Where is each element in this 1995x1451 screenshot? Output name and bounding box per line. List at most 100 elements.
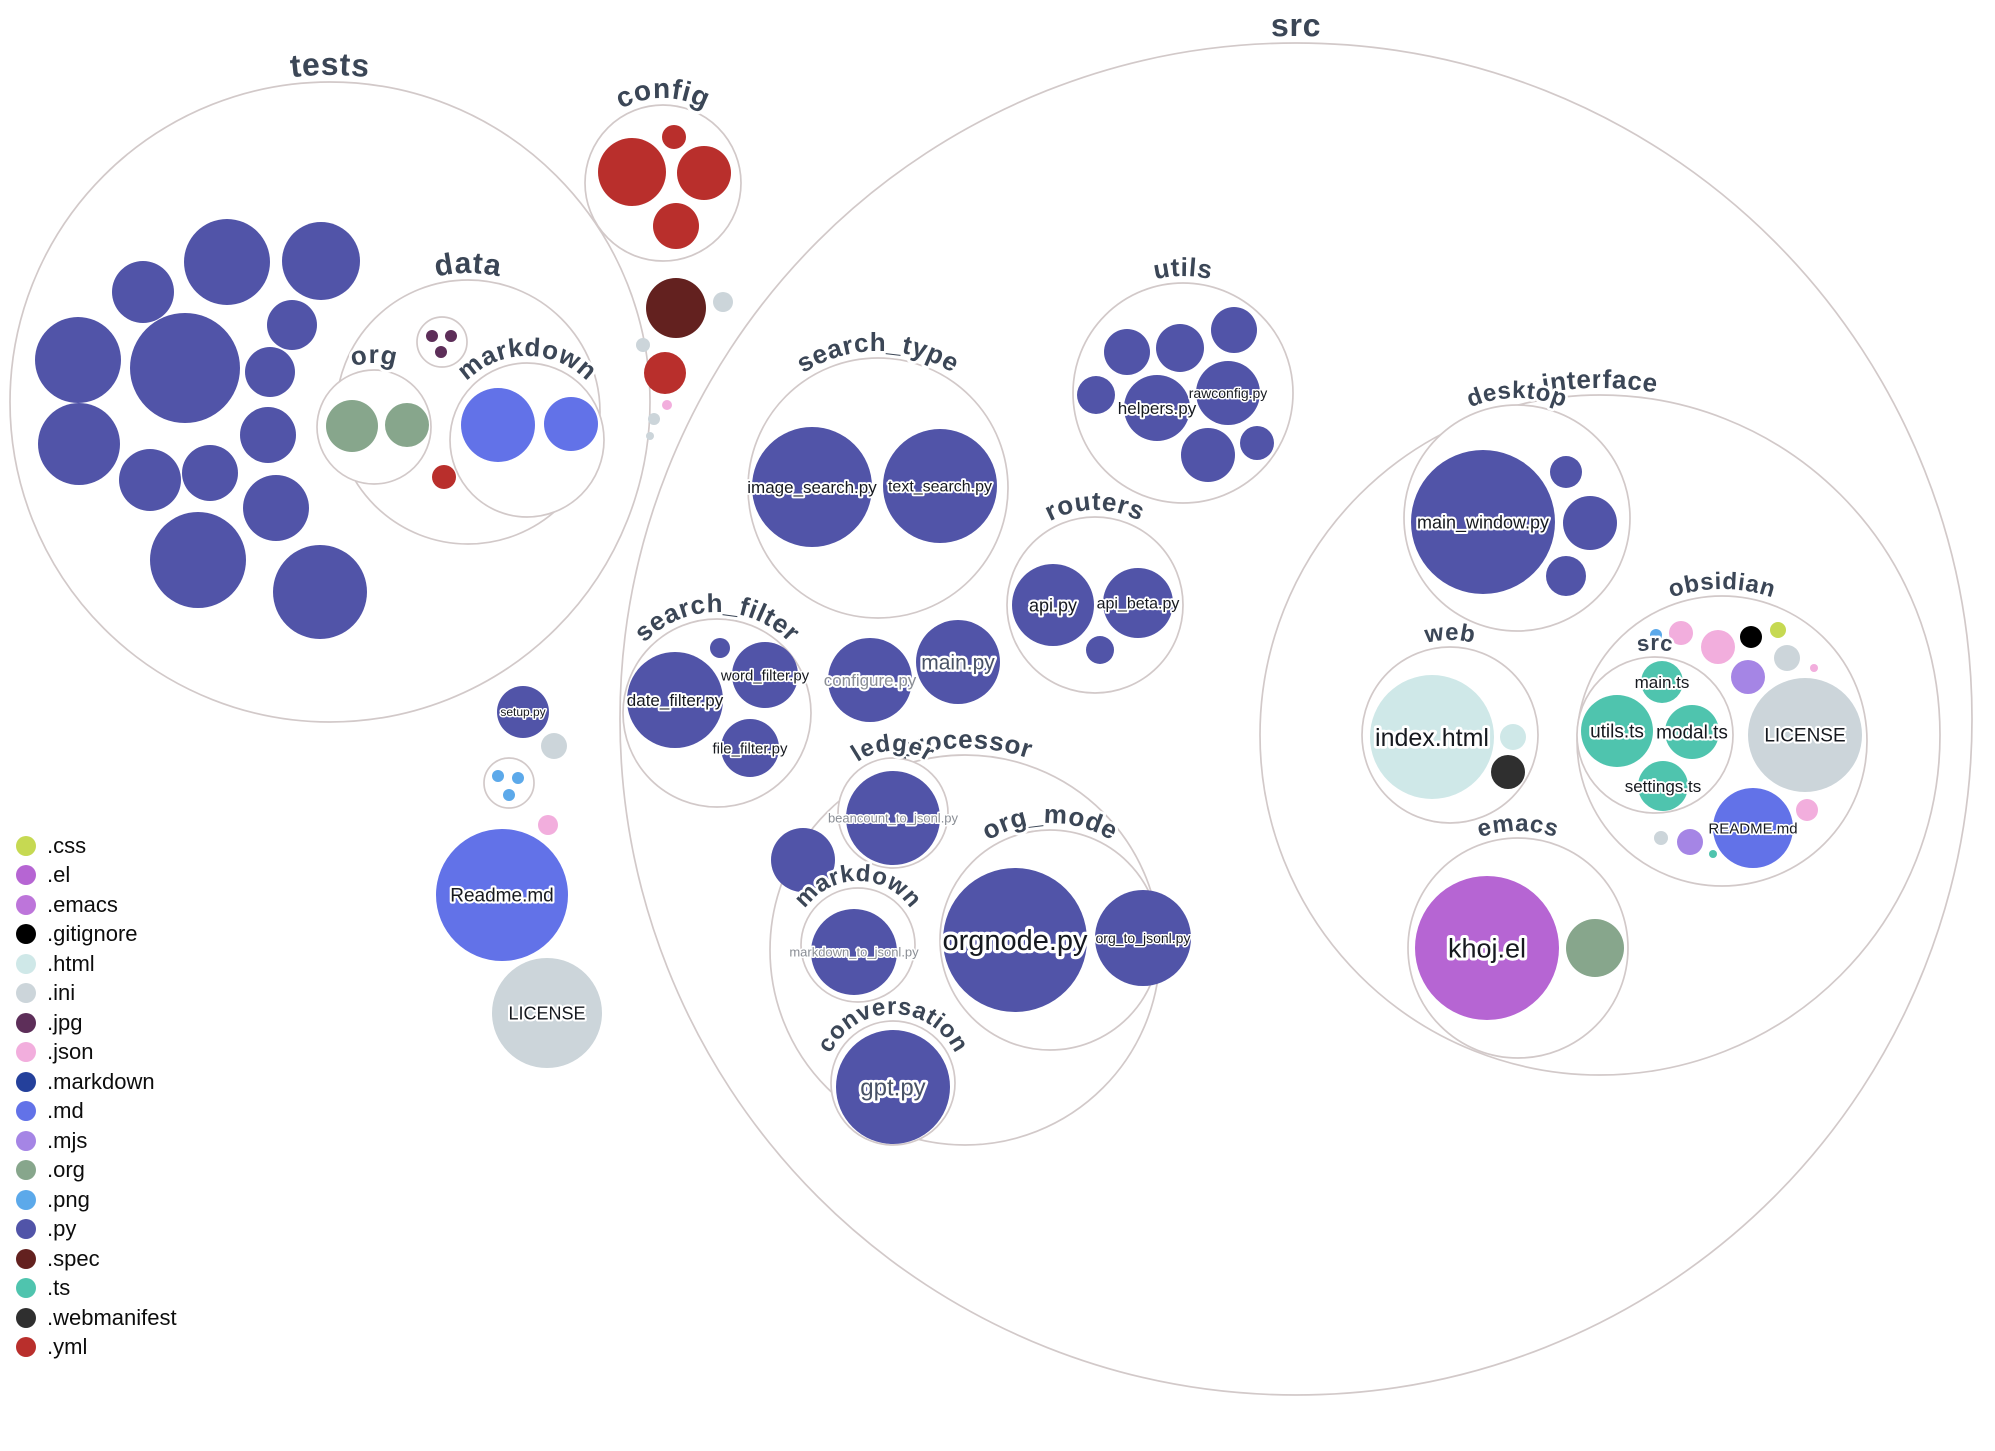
file-label: khoj.el	[1448, 933, 1526, 963]
legend-item: .yml	[16, 1333, 177, 1363]
file-py-file	[1181, 428, 1235, 482]
directory-label-text: utils	[1148, 249, 1218, 288]
legend-item: .spec	[16, 1244, 177, 1274]
legend-dot-markdown	[16, 1071, 36, 1092]
file-circle	[710, 638, 730, 658]
file-circle	[1748, 678, 1862, 792]
file-circle	[436, 829, 568, 961]
file-circle	[1566, 919, 1624, 977]
file-py-file	[1546, 556, 1586, 596]
file-json-file	[538, 815, 558, 835]
file-label: rawconfig.py	[1189, 385, 1268, 401]
file-circle	[461, 388, 535, 462]
file-word-filter-py: word_filter.py	[718, 642, 811, 708]
legend-dot-ts	[16, 1278, 36, 1299]
file-py-file	[267, 300, 317, 350]
file-circle	[836, 1030, 950, 1144]
file-circle	[1546, 556, 1586, 596]
file-circle	[1181, 428, 1235, 482]
file-utils-ts: utils.ts	[1581, 695, 1653, 767]
legend-dot-py	[16, 1219, 36, 1240]
file-circle	[1638, 761, 1688, 811]
file-org-file	[326, 400, 378, 452]
file-yml-file	[432, 465, 456, 489]
file-py-file	[182, 445, 238, 501]
legend-label: .ts	[47, 1275, 71, 1301]
file-circle	[883, 429, 997, 543]
file-circle	[653, 203, 699, 249]
legend-item: .css	[16, 831, 177, 861]
directory-label: utils	[1151, 252, 1215, 285]
file-circle	[646, 278, 706, 338]
file-helpers-py: helpers.py	[1116, 375, 1199, 441]
file-circle	[1411, 450, 1555, 594]
directory-label: src	[1270, 7, 1321, 43]
file-circle	[636, 338, 650, 352]
legend-item: .webmanifest	[16, 1303, 177, 1333]
file-configure-py: configure.py	[822, 638, 919, 722]
file-py-file	[1086, 636, 1114, 664]
legend-item: .json	[16, 1038, 177, 1068]
file-png-file	[1650, 629, 1662, 641]
file-py-file	[1550, 456, 1582, 488]
file-circle	[282, 222, 360, 300]
legend-label: .markdown	[47, 1068, 155, 1094]
legend-dot-html	[16, 953, 36, 974]
legend-dot-png	[16, 1189, 36, 1210]
file-json-file	[1796, 799, 1818, 821]
legend-dot-gitignore	[16, 924, 36, 945]
file-label: main.py	[921, 651, 995, 674]
file-py-file	[35, 317, 121, 403]
file-circle	[35, 317, 121, 403]
file-ini-file	[541, 733, 567, 759]
file-label: README.md	[1708, 820, 1797, 837]
file-label: orgnode.py	[942, 925, 1088, 957]
file-circle	[1731, 660, 1765, 694]
file-label: main_window.py	[1417, 512, 1549, 533]
file-circle	[646, 432, 654, 440]
file-py-file	[240, 407, 296, 463]
file-html-file	[1500, 724, 1526, 750]
legend-dot-mjs	[16, 1130, 36, 1151]
file-label: LICENSE	[1764, 726, 1845, 747]
dir-image-group	[416, 316, 468, 368]
file-label: modal.ts	[1656, 723, 1728, 744]
file-circle	[943, 868, 1087, 1012]
directory-label-text: data	[429, 243, 507, 286]
file-py-file	[1156, 324, 1204, 372]
file-yml-file	[662, 125, 686, 149]
file-settings-ts: settings.ts	[1623, 761, 1703, 811]
legend-label: .yml	[47, 1334, 88, 1360]
directory-label-text: src	[1267, 3, 1325, 47]
file-py-file	[1211, 307, 1257, 353]
file-circle	[1669, 621, 1693, 645]
file-date-filter-py: date_filter.py	[625, 652, 726, 748]
file-rawconfig-py: rawconfig.py	[1187, 361, 1269, 425]
file-ini-file	[1654, 831, 1668, 845]
file-py-file	[771, 828, 835, 892]
file-circle	[1770, 622, 1786, 638]
file-circle	[1156, 324, 1204, 372]
legend-item: .el	[16, 861, 177, 891]
file-label: LICENSE	[508, 1003, 585, 1023]
file-setup-py: setup.py	[497, 686, 549, 738]
file-ts-file	[1709, 850, 1717, 858]
file-label: index.html	[1375, 724, 1489, 752]
file-circle	[273, 545, 367, 639]
file-circle	[112, 261, 174, 323]
file-readme-md: README.md	[1707, 788, 1799, 868]
file-main-py: main.py	[916, 620, 1000, 704]
file-py-file	[1563, 496, 1617, 550]
file-org-file	[1566, 919, 1624, 977]
file-index-html: index.html	[1370, 675, 1494, 799]
file-jpg-file	[445, 330, 457, 342]
file-circle	[648, 413, 660, 425]
directory-label: org	[347, 339, 400, 372]
directory-label: data	[432, 247, 504, 284]
directory-circle	[747, 357, 1009, 619]
file-yml-file	[677, 146, 731, 200]
file-circle	[445, 330, 457, 342]
file-css-file	[1770, 622, 1786, 638]
file-ini-file	[646, 432, 654, 440]
directory-label-text: web	[1419, 616, 1480, 651]
